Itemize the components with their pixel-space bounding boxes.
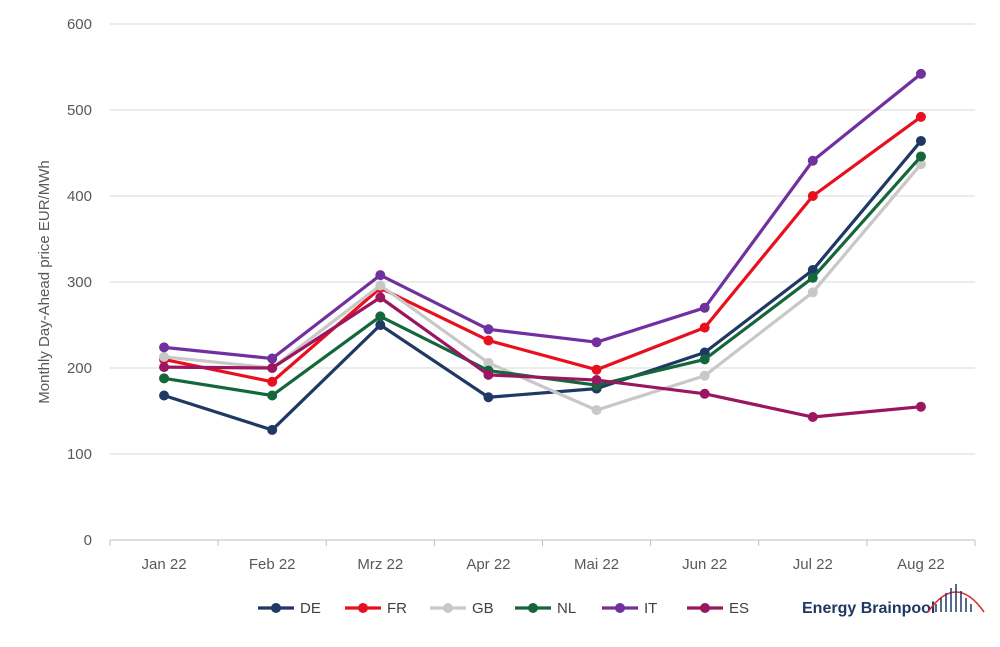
- data-point: [591, 364, 602, 375]
- legend-label: NL: [557, 600, 576, 617]
- legend-swatch-marker: [528, 603, 538, 613]
- y-tick-label: 500: [67, 102, 92, 119]
- data-point: [375, 270, 386, 281]
- data-point: [807, 412, 818, 423]
- data-point: [483, 324, 494, 335]
- y-tick-label: 100: [67, 446, 92, 463]
- series-line: [162, 72, 923, 361]
- x-tick-label: Mai 22: [574, 556, 619, 573]
- data-point: [699, 347, 710, 358]
- legend-item-nl: NL: [515, 600, 576, 617]
- data-point: [591, 405, 602, 416]
- data-point: [483, 357, 494, 368]
- legend-label: GB: [472, 600, 494, 617]
- series-line: [162, 162, 923, 412]
- series-de: [159, 135, 926, 435]
- gridlines: 0 100 200 300 400 500 600: [67, 16, 975, 549]
- x-tick-label: Mrz 22: [357, 556, 403, 573]
- y-tick-label: 0: [84, 532, 92, 549]
- data-point: [375, 320, 386, 330]
- legend-label: DE: [300, 600, 321, 617]
- data-point: [267, 353, 278, 364]
- series-line: [162, 295, 923, 419]
- data-point: [807, 191, 818, 201]
- data-point: [483, 369, 494, 380]
- data-point: [159, 373, 170, 384]
- data-point: [807, 287, 818, 298]
- data-point: [591, 375, 602, 386]
- legend-item-gb: GB: [430, 600, 494, 617]
- data-point: [915, 401, 926, 412]
- data-point: [375, 311, 386, 322]
- x-tick-label: Apr 22: [466, 556, 510, 573]
- legend-label: FR: [387, 600, 407, 617]
- brand-logo: Energy Brainpool: [802, 584, 985, 617]
- legend-item-it: IT: [602, 600, 657, 617]
- data-point: [699, 302, 710, 313]
- data-point: [159, 342, 170, 353]
- legend-label: IT: [644, 600, 657, 617]
- y-tick-label: 600: [67, 16, 92, 33]
- legend-label: ES: [729, 600, 749, 617]
- legend-item-fr: FR: [345, 600, 407, 617]
- x-tick-label: Feb 22: [249, 556, 296, 573]
- y-tick-label: 400: [67, 188, 92, 205]
- data-point: [915, 135, 926, 146]
- data-point: [267, 376, 278, 387]
- series-line: [162, 115, 923, 384]
- data-point: [267, 390, 278, 401]
- legend-swatch-marker: [358, 603, 368, 613]
- data-point: [159, 351, 170, 362]
- data-point: [915, 151, 926, 162]
- data-point: [915, 111, 926, 122]
- brainpool-logo-icon: [927, 584, 985, 613]
- x-tick-label: Jun 22: [682, 556, 727, 573]
- legend-swatch-marker: [271, 603, 281, 613]
- legend-item-de: DE: [258, 600, 321, 617]
- data-point: [159, 362, 170, 373]
- data-point: [375, 292, 386, 303]
- data-point: [915, 159, 926, 170]
- brand-name: Energy Brainpool: [802, 600, 935, 617]
- data-point: [483, 392, 494, 403]
- x-tick-label: Jul 22: [793, 556, 833, 573]
- legend-item-es: ES: [687, 600, 749, 617]
- data-point: [591, 337, 602, 348]
- series-lines: [159, 68, 926, 435]
- legend-swatch-marker: [615, 603, 625, 613]
- x-tick-label: Aug 22: [897, 556, 945, 573]
- data-point: [699, 388, 710, 399]
- data-point: [807, 272, 818, 283]
- data-point: [267, 363, 278, 373]
- x-axis: Jan 22 Feb 22 Mrz 22 Apr 22 Mai 22 Jun 22 Jul …: [109, 540, 976, 573]
- data-point: [699, 322, 710, 333]
- series-it: [159, 68, 926, 364]
- data-point: [267, 424, 278, 435]
- data-point: [375, 280, 386, 291]
- data-point: [483, 335, 494, 346]
- data-point: [807, 264, 818, 275]
- x-tick-label: Jan 22: [142, 556, 187, 573]
- data-point: [807, 155, 818, 166]
- y-tick-label: 300: [67, 274, 92, 291]
- y-tick-label: 200: [67, 360, 92, 377]
- legend-swatch-marker: [700, 603, 710, 613]
- series-es: [159, 292, 926, 423]
- series-fr: [159, 111, 926, 387]
- data-point: [915, 68, 926, 79]
- data-point: [699, 354, 710, 365]
- legend: DE FR GB NL IT ES: [258, 600, 749, 617]
- legend-swatch-marker: [443, 603, 453, 613]
- series-line: [162, 139, 923, 432]
- y-axis-label: Monthly Day-Ahead price EUR/MWh: [36, 160, 53, 403]
- data-point: [699, 370, 710, 381]
- data-point: [159, 390, 170, 401]
